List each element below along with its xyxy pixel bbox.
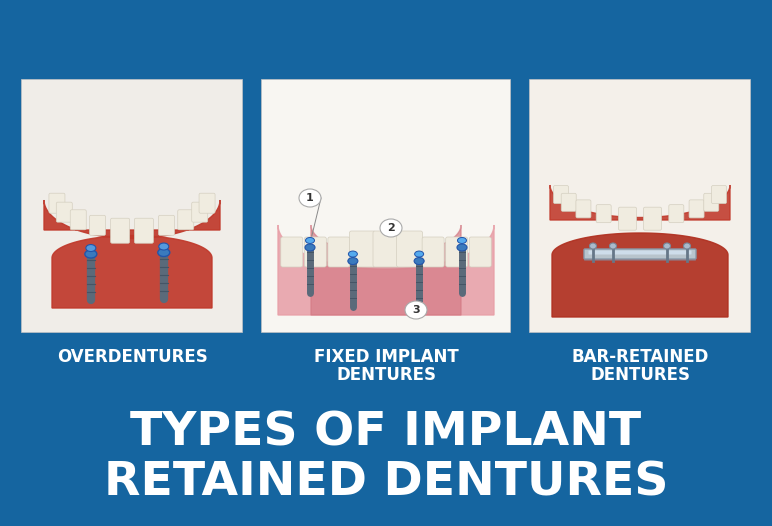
FancyBboxPatch shape <box>49 193 65 213</box>
Ellipse shape <box>380 219 402 237</box>
Polygon shape <box>550 185 730 220</box>
Polygon shape <box>311 225 461 315</box>
Text: RETAINED DENTURES: RETAINED DENTURES <box>103 460 669 505</box>
Ellipse shape <box>85 250 96 258</box>
FancyBboxPatch shape <box>561 193 576 211</box>
FancyBboxPatch shape <box>584 249 696 259</box>
FancyBboxPatch shape <box>669 205 684 222</box>
FancyBboxPatch shape <box>70 210 86 230</box>
Ellipse shape <box>415 251 424 257</box>
FancyBboxPatch shape <box>576 200 591 218</box>
Ellipse shape <box>306 237 314 244</box>
Text: DENTURES: DENTURES <box>336 366 436 384</box>
Polygon shape <box>52 236 212 308</box>
Ellipse shape <box>590 243 597 249</box>
FancyBboxPatch shape <box>445 237 468 267</box>
Text: 1: 1 <box>306 193 314 203</box>
Ellipse shape <box>458 237 466 244</box>
FancyBboxPatch shape <box>191 202 208 222</box>
Text: TYPES OF IMPLANT: TYPES OF IMPLANT <box>130 410 642 455</box>
FancyBboxPatch shape <box>134 218 154 243</box>
Ellipse shape <box>348 251 357 257</box>
FancyBboxPatch shape <box>588 250 692 255</box>
Ellipse shape <box>86 245 96 251</box>
Ellipse shape <box>348 258 358 265</box>
Ellipse shape <box>663 243 671 249</box>
Ellipse shape <box>405 301 427 319</box>
FancyBboxPatch shape <box>350 231 375 267</box>
FancyBboxPatch shape <box>90 215 106 235</box>
Ellipse shape <box>414 258 424 265</box>
FancyBboxPatch shape <box>110 218 130 243</box>
FancyBboxPatch shape <box>704 193 719 211</box>
FancyBboxPatch shape <box>469 237 491 267</box>
FancyBboxPatch shape <box>158 215 174 235</box>
Polygon shape <box>552 233 728 317</box>
Ellipse shape <box>457 244 467 251</box>
FancyBboxPatch shape <box>262 80 510 332</box>
Polygon shape <box>278 225 494 315</box>
Ellipse shape <box>299 189 321 207</box>
FancyBboxPatch shape <box>584 251 696 261</box>
FancyBboxPatch shape <box>262 80 510 332</box>
FancyBboxPatch shape <box>618 207 636 230</box>
Text: 3: 3 <box>412 305 420 315</box>
Text: OVERDENTURES: OVERDENTURES <box>56 348 208 366</box>
FancyBboxPatch shape <box>22 80 242 332</box>
Ellipse shape <box>159 243 169 250</box>
FancyBboxPatch shape <box>178 210 194 230</box>
Ellipse shape <box>157 248 170 257</box>
Text: FIXED IMPLANT: FIXED IMPLANT <box>313 348 459 366</box>
FancyBboxPatch shape <box>422 237 444 267</box>
FancyBboxPatch shape <box>689 200 704 218</box>
Ellipse shape <box>683 243 690 249</box>
FancyBboxPatch shape <box>56 202 73 222</box>
FancyBboxPatch shape <box>22 80 242 332</box>
FancyBboxPatch shape <box>530 80 750 332</box>
FancyBboxPatch shape <box>199 193 215 213</box>
FancyBboxPatch shape <box>304 237 327 267</box>
Ellipse shape <box>305 244 315 251</box>
Text: BAR-RETAINED: BAR-RETAINED <box>571 348 709 366</box>
Ellipse shape <box>610 243 617 249</box>
FancyBboxPatch shape <box>644 207 662 230</box>
FancyBboxPatch shape <box>554 186 568 204</box>
FancyBboxPatch shape <box>530 80 750 332</box>
Text: DENTURES: DENTURES <box>590 366 690 384</box>
Polygon shape <box>44 200 220 238</box>
FancyBboxPatch shape <box>596 205 611 222</box>
Text: 2: 2 <box>387 223 394 233</box>
FancyBboxPatch shape <box>373 231 399 267</box>
FancyBboxPatch shape <box>712 186 726 204</box>
FancyBboxPatch shape <box>328 237 350 267</box>
FancyBboxPatch shape <box>397 231 422 267</box>
FancyBboxPatch shape <box>281 237 303 267</box>
